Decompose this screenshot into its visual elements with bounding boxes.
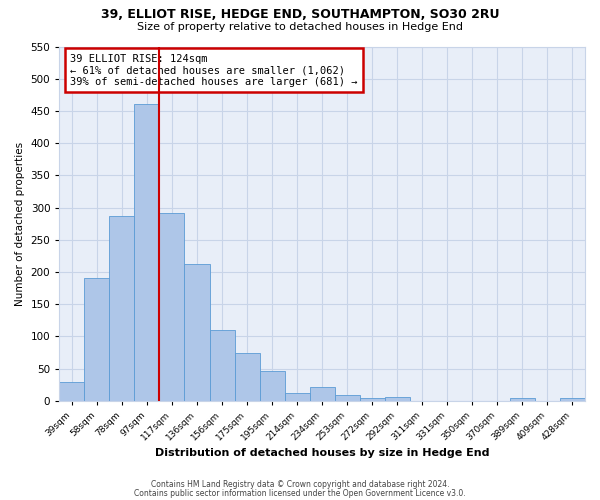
Bar (85, 278, 109, 401)
Bar (160, 212, 184, 401)
Bar (560, 398, 585, 401)
Bar (335, 395, 360, 401)
Text: Size of property relative to detached houses in Hedge End: Size of property relative to detached ho… (137, 22, 463, 32)
Bar (209, 330, 235, 401)
Y-axis label: Number of detached properties: Number of detached properties (15, 142, 25, 306)
Bar (109, 216, 134, 401)
Bar (510, 398, 535, 401)
Text: Contains HM Land Registry data © Crown copyright and database right 2024.: Contains HM Land Registry data © Crown c… (151, 480, 449, 489)
Bar (385, 397, 410, 401)
Bar (235, 352, 260, 401)
Bar (284, 393, 310, 401)
Text: 39, ELLIOT RISE, HEDGE END, SOUTHAMPTON, SO30 2RU: 39, ELLIOT RISE, HEDGE END, SOUTHAMPTON,… (101, 8, 499, 20)
Bar (59, 382, 85, 401)
Bar (134, 104, 160, 401)
Text: 39 ELLIOT RISE: 124sqm
← 61% of detached houses are smaller (1,062)
39% of semi-: 39 ELLIOT RISE: 124sqm ← 61% of detached… (70, 54, 358, 87)
X-axis label: Distribution of detached houses by size in Hedge End: Distribution of detached houses by size … (155, 448, 490, 458)
Bar (360, 398, 385, 401)
Bar (260, 371, 284, 401)
Text: Contains public sector information licensed under the Open Government Licence v3: Contains public sector information licen… (134, 488, 466, 498)
Bar (184, 264, 209, 401)
Bar (310, 386, 335, 401)
